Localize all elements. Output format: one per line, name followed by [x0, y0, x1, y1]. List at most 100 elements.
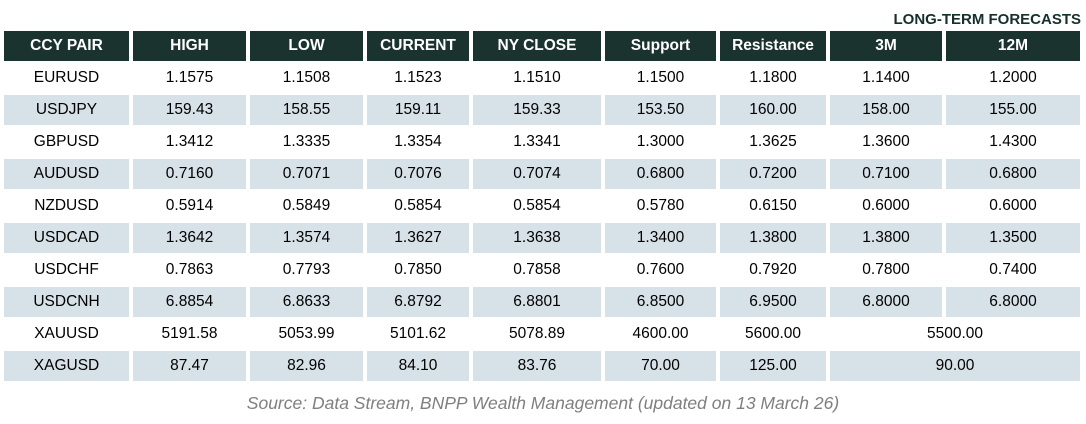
value-cell: 0.7071: [250, 159, 363, 189]
value-cell: 0.5854: [367, 191, 469, 221]
value-cell: 1.3642: [133, 223, 246, 253]
value-cell: 84.10: [367, 351, 469, 381]
value-cell: 1.1575: [133, 63, 246, 93]
table-row: GBPUSD 1.3412 1.3335 1.3354 1.3341 1.3000 1.36…: [4, 127, 1080, 157]
value-cell: 0.7850: [367, 255, 469, 285]
value-cell: 6.8854: [133, 287, 246, 317]
value-cell: 5191.58: [133, 319, 246, 349]
value-cell: 0.5849: [250, 191, 363, 221]
value-cell: 0.6000: [830, 191, 942, 221]
value-cell: 83.76: [473, 351, 601, 381]
value-cell: 1.3600: [830, 127, 942, 157]
ccy-pair-cell: EURUSD: [4, 63, 129, 93]
long-term-forecast-merged-cell: 5500.00: [830, 319, 1080, 349]
value-cell: 0.7800: [830, 255, 942, 285]
value-cell: 0.5854: [473, 191, 601, 221]
value-cell: 0.7076: [367, 159, 469, 189]
value-cell: 0.6000: [946, 191, 1080, 221]
ccy-pair-cell: XAUUSD: [4, 319, 129, 349]
value-cell: 5078.89: [473, 319, 601, 349]
value-cell: 0.7074: [473, 159, 601, 189]
value-cell: 1.1523: [367, 63, 469, 93]
col-header-ny-close: NY CLOSE: [473, 31, 601, 61]
value-cell: 82.96: [250, 351, 363, 381]
value-cell: 1.3335: [250, 127, 363, 157]
value-cell: 6.8500: [605, 287, 716, 317]
value-cell: 1.3500: [946, 223, 1080, 253]
value-cell: 1.3574: [250, 223, 363, 253]
ccy-pair-cell: GBPUSD: [4, 127, 129, 157]
value-cell: 0.5914: [133, 191, 246, 221]
value-cell: 0.7400: [946, 255, 1080, 285]
ccy-pair-cell: USDCHF: [4, 255, 129, 285]
value-cell: 1.3412: [133, 127, 246, 157]
value-cell: 0.5780: [605, 191, 716, 221]
ccy-pair-cell: XAGUSD: [4, 351, 129, 381]
value-cell: 5101.62: [367, 319, 469, 349]
col-header-ccy-pair: CCY PAIR: [4, 31, 129, 61]
value-cell: 158.55: [250, 95, 363, 125]
value-cell: 0.7793: [250, 255, 363, 285]
table-row: XAGUSD 87.47 82.96 84.10 83.76 70.00 125.00 90.…: [4, 351, 1080, 381]
value-cell: 0.7863: [133, 255, 246, 285]
value-cell: 70.00: [605, 351, 716, 381]
value-cell: 0.7160: [133, 159, 246, 189]
ccy-pair-cell: NZDUSD: [4, 191, 129, 221]
value-cell: 0.7100: [830, 159, 942, 189]
value-cell: 0.7600: [605, 255, 716, 285]
value-cell: 1.3638: [473, 223, 601, 253]
value-cell: 1.1400: [830, 63, 942, 93]
value-cell: 6.8633: [250, 287, 363, 317]
value-cell: 1.1800: [720, 63, 826, 93]
value-cell: 1.3627: [367, 223, 469, 253]
value-cell: 4600.00: [605, 319, 716, 349]
long-term-forecasts-label: LONG-TERM FORECASTS: [893, 11, 1082, 28]
long-term-forecast-merged-cell: 90.00: [830, 351, 1080, 381]
value-cell: 6.9500: [720, 287, 826, 317]
value-cell: 160.00: [720, 95, 826, 125]
value-cell: 1.4300: [946, 127, 1080, 157]
value-cell: 6.8000: [946, 287, 1080, 317]
fx-forecast-table: CCY PAIR HIGH LOW CURRENT NY CLOSE Suppo…: [0, 29, 1084, 383]
source-row: Source: Data Stream, BNPP Wealth Managem…: [0, 383, 1086, 423]
value-cell: 153.50: [605, 95, 716, 125]
table-row: USDCHF 0.7863 0.7793 0.7850 0.7858 0.7600 0.79…: [4, 255, 1080, 285]
value-cell: 159.11: [367, 95, 469, 125]
col-header-low: LOW: [250, 31, 363, 61]
value-cell: 155.00: [946, 95, 1080, 125]
table-body: EURUSD 1.1575 1.1508 1.1523 1.1510 1.1500 1.18…: [4, 63, 1080, 381]
table-row: USDCNH 6.8854 6.8633 6.8792 6.8801 6.8500 6.95…: [4, 287, 1080, 317]
value-cell: 0.6800: [605, 159, 716, 189]
value-cell: 87.47: [133, 351, 246, 381]
value-cell: 1.3400: [605, 223, 716, 253]
col-header-high: HIGH: [133, 31, 246, 61]
value-cell: 159.33: [473, 95, 601, 125]
col-header-12m: 12M: [946, 31, 1080, 61]
value-cell: 1.3000: [605, 127, 716, 157]
col-header-current: CURRENT: [367, 31, 469, 61]
long-term-forecasts-label-row: LONG-TERM FORECASTS: [0, 0, 1086, 29]
value-cell: 1.3341: [473, 127, 601, 157]
value-cell: 0.7200: [720, 159, 826, 189]
value-cell: 1.1510: [473, 63, 601, 93]
ccy-pair-cell: USDCAD: [4, 223, 129, 253]
col-header-3m: 3M: [830, 31, 942, 61]
ccy-pair-cell: USDCNH: [4, 287, 129, 317]
value-cell: 6.8801: [473, 287, 601, 317]
value-cell: 0.6150: [720, 191, 826, 221]
ccy-pair-cell: USDJPY: [4, 95, 129, 125]
value-cell: 159.43: [133, 95, 246, 125]
col-header-support: Support: [605, 31, 716, 61]
value-cell: 0.7858: [473, 255, 601, 285]
table-row: NZDUSD 0.5914 0.5849 0.5854 0.5854 0.5780 0.61…: [4, 191, 1080, 221]
value-cell: 1.3800: [830, 223, 942, 253]
table-row: EURUSD 1.1575 1.1508 1.1523 1.1510 1.1500 1.18…: [4, 63, 1080, 93]
value-cell: 5053.99: [250, 319, 363, 349]
value-cell: 1.1508: [250, 63, 363, 93]
value-cell: 1.3800: [720, 223, 826, 253]
col-header-resistance: Resistance: [720, 31, 826, 61]
value-cell: 1.2000: [946, 63, 1080, 93]
value-cell: 6.8000: [830, 287, 942, 317]
value-cell: 5600.00: [720, 319, 826, 349]
